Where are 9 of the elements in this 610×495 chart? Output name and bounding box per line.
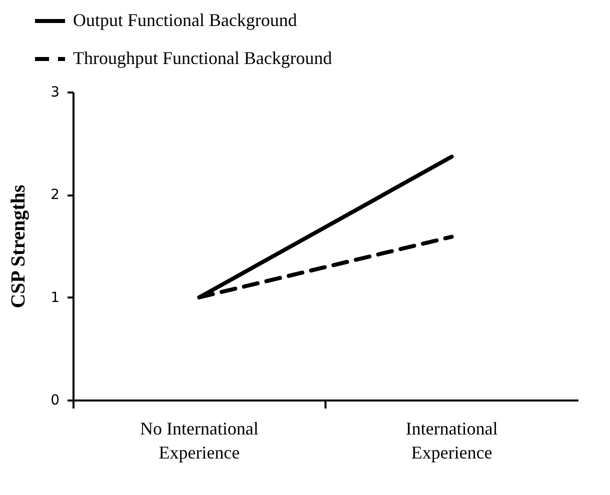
y-axis-title: CSP Strengths [8,184,30,308]
x-tick-label: International Experience [406,418,498,462]
y-tick-label: 1 [50,290,60,306]
x-tick-label: No International Experience [140,418,258,462]
y-tick-label: 2 [50,187,60,204]
legend-label: Output Functional Background [73,10,297,30]
y-tick-label: 3 [50,84,60,100]
y-tick-label: 0 [50,392,60,408]
legend-label: Throughput Functional Background [73,48,332,68]
